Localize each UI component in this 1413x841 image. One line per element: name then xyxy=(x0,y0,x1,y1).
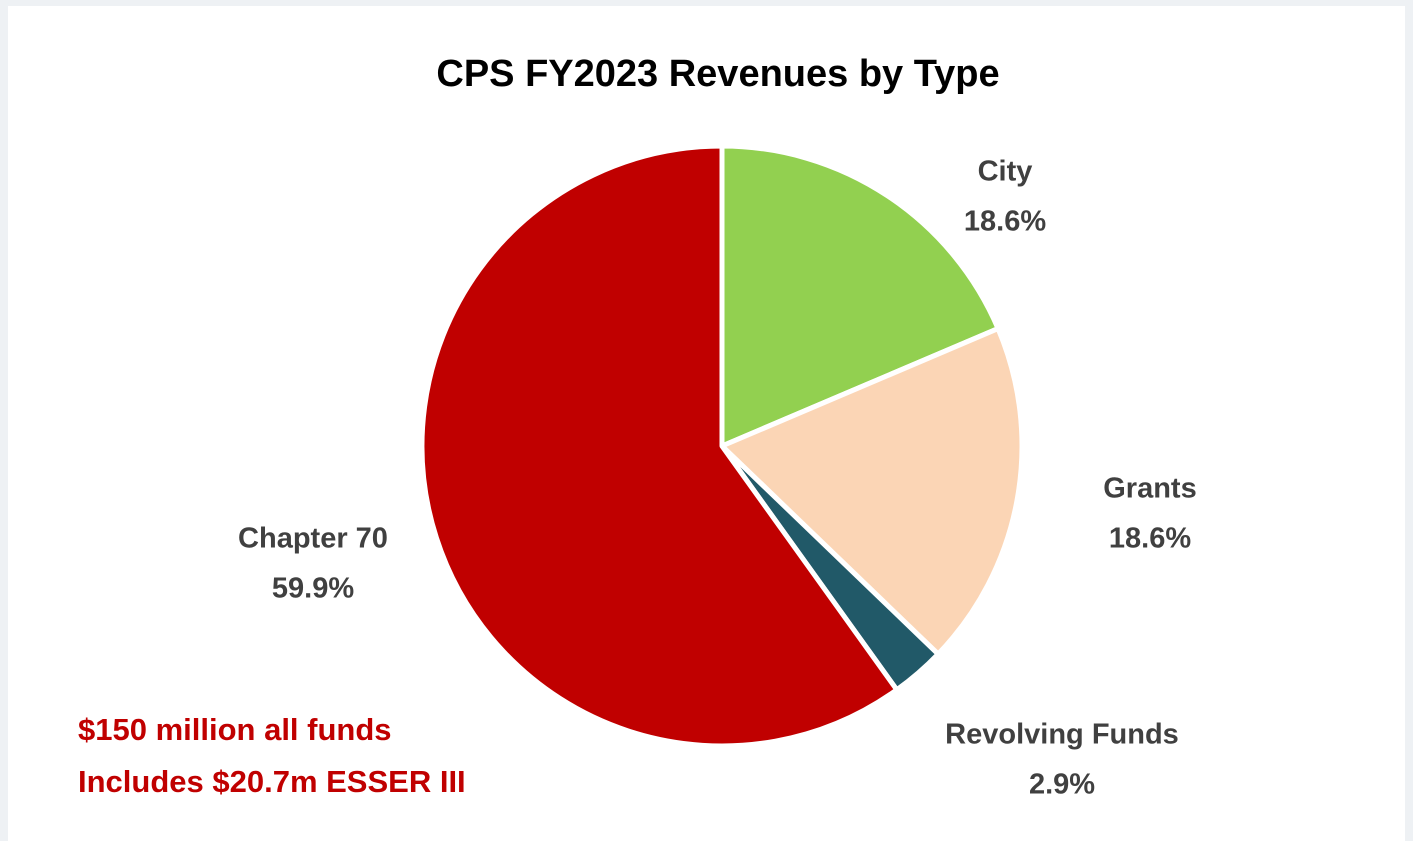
slice-value: 59.9% xyxy=(272,573,354,605)
slice-label: Grants xyxy=(1103,473,1196,505)
slice-label: City xyxy=(978,156,1033,188)
slice-value: 2.9% xyxy=(1029,769,1095,801)
pie-slice xyxy=(419,143,900,749)
chart-title: CPS FY2023 Revenues by Type xyxy=(436,53,999,95)
slice-label: Revolving Funds xyxy=(945,719,1179,751)
annotation: Includes $20.7m ESSER III xyxy=(78,764,466,799)
slice-value: 18.6% xyxy=(964,206,1046,238)
slice-value: 18.6% xyxy=(1109,523,1191,555)
slice-label: Chapter 70 xyxy=(238,523,388,555)
pie-slice xyxy=(719,143,1001,449)
pie-slice xyxy=(719,326,1025,657)
annotation: $150 million all funds xyxy=(78,712,392,747)
